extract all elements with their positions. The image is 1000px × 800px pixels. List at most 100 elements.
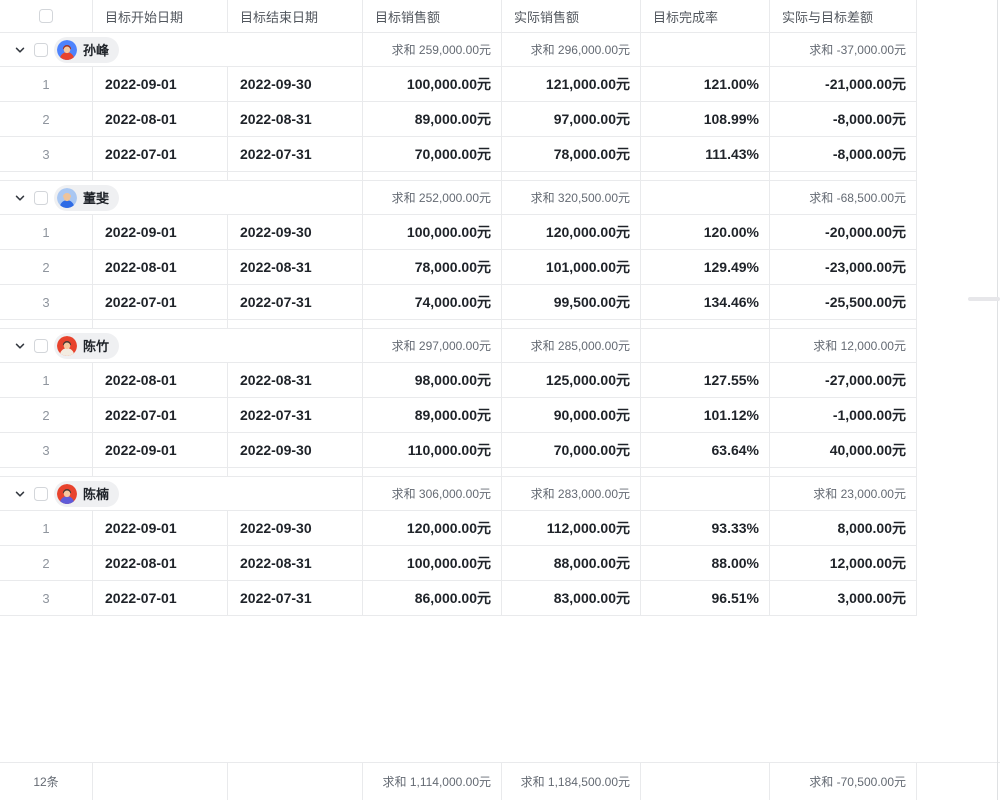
group-sum-actual-sales[interactable]: 求和 320,500.00元 xyxy=(502,181,641,214)
cell-target-diff[interactable]: -8,000.00元 xyxy=(770,102,917,136)
cell-target-diff[interactable]: -20,000.00元 xyxy=(770,215,917,249)
row-index[interactable]: 2 xyxy=(0,546,93,580)
cell-target-start-date[interactable]: 2022-09-01 xyxy=(93,511,228,545)
cell-completion-rate[interactable]: 93.33% xyxy=(641,511,770,545)
summary-empty-start-date[interactable] xyxy=(93,763,228,800)
summary-empty-end-date[interactable] xyxy=(228,763,363,800)
group-checkbox[interactable] xyxy=(34,338,48,353)
cell-completion-rate[interactable]: 63.64% xyxy=(641,433,770,467)
cell-target-sales[interactable]: 86,000.00元 xyxy=(363,581,502,615)
cell-target-sales[interactable]: 89,000.00元 xyxy=(363,102,502,136)
col-header-target-end-date[interactable]: 目标结束日期 xyxy=(228,0,363,32)
cell-target-sales[interactable]: 110,000.00元 xyxy=(363,433,502,467)
cell-actual-sales[interactable]: 120,000.00元 xyxy=(502,215,641,249)
cell-target-diff[interactable]: -25,500.00元 xyxy=(770,285,917,319)
group-checkbox[interactable] xyxy=(34,42,48,57)
cell-completion-rate[interactable]: 121.00% xyxy=(641,67,770,101)
col-header-target-sales[interactable]: 目标销售额 xyxy=(363,0,502,32)
cell-target-end-date[interactable]: 2022-09-30 xyxy=(228,215,363,249)
cell-target-start-date[interactable]: 2022-08-01 xyxy=(93,250,228,284)
row-index[interactable]: 1 xyxy=(0,215,93,249)
cell-completion-rate[interactable]: 96.51% xyxy=(641,581,770,615)
cell-target-diff[interactable]: -23,000.00元 xyxy=(770,250,917,284)
summary-target-diff[interactable]: 求和 -70,500.00元 xyxy=(770,763,917,800)
cell-target-diff[interactable]: -1,000.00元 xyxy=(770,398,917,432)
group-sum-target-diff[interactable]: 求和 23,000.00元 xyxy=(770,477,917,510)
cell-target-end-date[interactable]: 2022-07-31 xyxy=(228,398,363,432)
cell-completion-rate[interactable]: 127.55% xyxy=(641,363,770,397)
group-sum-rate[interactable] xyxy=(641,181,770,214)
col-header-completion-rate[interactable]: 目标完成率 xyxy=(641,0,770,32)
group-checkbox[interactable] xyxy=(34,190,48,205)
cell-target-sales[interactable]: 74,000.00元 xyxy=(363,285,502,319)
group-sum-rate[interactable] xyxy=(641,329,770,362)
row-index[interactable]: 2 xyxy=(0,250,93,284)
cell-completion-rate[interactable]: 120.00% xyxy=(641,215,770,249)
cell-target-sales[interactable]: 89,000.00元 xyxy=(363,398,502,432)
cell-target-end-date[interactable]: 2022-09-30 xyxy=(228,433,363,467)
cell-actual-sales[interactable]: 97,000.00元 xyxy=(502,102,641,136)
collapse-chevron-icon[interactable] xyxy=(10,484,30,504)
cell-target-end-date[interactable]: 2022-07-31 xyxy=(228,137,363,171)
cell-target-start-date[interactable]: 2022-09-01 xyxy=(93,67,228,101)
row-index[interactable]: 1 xyxy=(0,67,93,101)
group-sum-target-diff[interactable]: 求和 -37,000.00元 xyxy=(770,33,917,66)
group-sum-rate[interactable] xyxy=(641,33,770,66)
cell-target-start-date[interactable]: 2022-09-01 xyxy=(93,433,228,467)
cell-target-start-date[interactable]: 2022-08-01 xyxy=(93,363,228,397)
col-header-target-start-date[interactable]: 目标开始日期 xyxy=(93,0,228,32)
cell-target-sales[interactable]: 100,000.00元 xyxy=(363,546,502,580)
cell-target-end-date[interactable]: 2022-09-30 xyxy=(228,511,363,545)
cell-target-end-date[interactable]: 2022-07-31 xyxy=(228,285,363,319)
cell-target-sales[interactable]: 98,000.00元 xyxy=(363,363,502,397)
cell-completion-rate[interactable]: 134.46% xyxy=(641,285,770,319)
cell-actual-sales[interactable]: 78,000.00元 xyxy=(502,137,641,171)
cell-target-diff[interactable]: 40,000.00元 xyxy=(770,433,917,467)
cell-actual-sales[interactable]: 101,000.00元 xyxy=(502,250,641,284)
cell-target-diff[interactable]: 3,000.00元 xyxy=(770,581,917,615)
cell-actual-sales[interactable]: 99,500.00元 xyxy=(502,285,641,319)
cell-target-start-date[interactable]: 2022-08-01 xyxy=(93,102,228,136)
cell-target-start-date[interactable]: 2022-07-01 xyxy=(93,137,228,171)
group-sum-target-sales[interactable]: 求和 297,000.00元 xyxy=(363,329,502,362)
cell-target-end-date[interactable]: 2022-08-31 xyxy=(228,363,363,397)
cell-target-diff[interactable]: 12,000.00元 xyxy=(770,546,917,580)
cell-target-diff[interactable]: -8,000.00元 xyxy=(770,137,917,171)
cell-target-sales[interactable]: 100,000.00元 xyxy=(363,215,502,249)
collapse-chevron-icon[interactable] xyxy=(10,188,30,208)
group-sum-target-diff[interactable]: 求和 12,000.00元 xyxy=(770,329,917,362)
cell-actual-sales[interactable]: 70,000.00元 xyxy=(502,433,641,467)
group-sum-actual-sales[interactable]: 求和 285,000.00元 xyxy=(502,329,641,362)
cell-target-start-date[interactable]: 2022-09-01 xyxy=(93,215,228,249)
cell-target-sales[interactable]: 120,000.00元 xyxy=(363,511,502,545)
collapse-chevron-icon[interactable] xyxy=(10,336,30,356)
cell-target-sales[interactable]: 78,000.00元 xyxy=(363,250,502,284)
row-index[interactable]: 1 xyxy=(0,511,93,545)
row-index[interactable]: 2 xyxy=(0,398,93,432)
cell-completion-rate[interactable]: 129.49% xyxy=(641,250,770,284)
cell-completion-rate[interactable]: 101.12% xyxy=(641,398,770,432)
cell-target-start-date[interactable]: 2022-07-01 xyxy=(93,398,228,432)
col-header-target-diff[interactable]: 实际与目标差额 xyxy=(770,0,917,32)
cell-target-end-date[interactable]: 2022-07-31 xyxy=(228,581,363,615)
cell-target-start-date[interactable]: 2022-07-01 xyxy=(93,581,228,615)
cell-target-sales[interactable]: 70,000.00元 xyxy=(363,137,502,171)
row-index[interactable]: 3 xyxy=(0,581,93,615)
cell-actual-sales[interactable]: 112,000.00元 xyxy=(502,511,641,545)
summary-target-sales[interactable]: 求和 1,114,000.00元 xyxy=(363,763,502,800)
select-all-checkbox[interactable] xyxy=(39,9,53,23)
cell-actual-sales[interactable]: 88,000.00元 xyxy=(502,546,641,580)
summary-actual-sales[interactable]: 求和 1,184,500.00元 xyxy=(502,763,641,800)
group-sum-rate[interactable] xyxy=(641,477,770,510)
cell-actual-sales[interactable]: 125,000.00元 xyxy=(502,363,641,397)
row-index[interactable]: 3 xyxy=(0,137,93,171)
cell-target-sales[interactable]: 100,000.00元 xyxy=(363,67,502,101)
cell-completion-rate[interactable]: 108.99% xyxy=(641,102,770,136)
row-index[interactable]: 3 xyxy=(0,285,93,319)
cell-target-start-date[interactable]: 2022-07-01 xyxy=(93,285,228,319)
scrollbar-thumb[interactable] xyxy=(968,297,1000,301)
cell-target-end-date[interactable]: 2022-08-31 xyxy=(228,102,363,136)
cell-target-diff[interactable]: 8,000.00元 xyxy=(770,511,917,545)
cell-completion-rate[interactable]: 111.43% xyxy=(641,137,770,171)
row-index[interactable]: 2 xyxy=(0,102,93,136)
